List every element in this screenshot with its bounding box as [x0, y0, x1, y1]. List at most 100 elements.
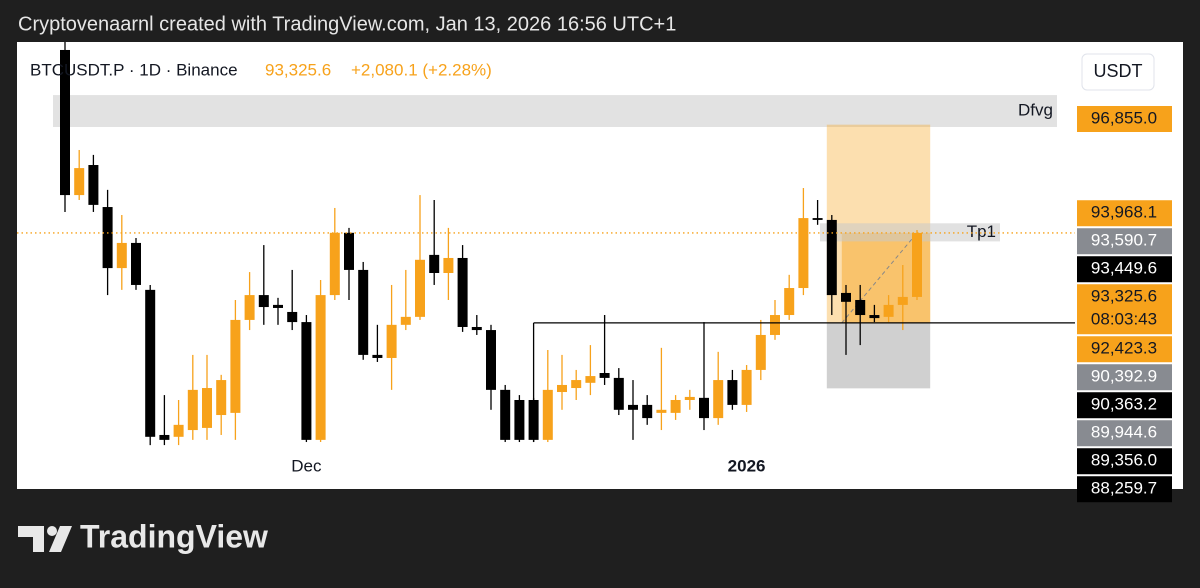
price-tag-label: 89,356.0	[1091, 451, 1157, 470]
fvg-label: Dfvg	[1018, 101, 1053, 120]
price-tag-label: 90,392.9	[1091, 367, 1157, 386]
stop-box	[826, 322, 931, 389]
price-tag-label: 88,259.7	[1091, 479, 1157, 498]
candle-body	[897, 296, 908, 305]
candle-body	[841, 292, 851, 302]
price-tag	[1077, 256, 1172, 283]
candle-body	[798, 218, 809, 289]
symbol: BTCUSDT.P · 1D · Binance	[30, 60, 238, 79]
price-tag	[1077, 448, 1172, 475]
price-tag-label: 89,944.6	[1091, 423, 1157, 442]
price-axis: 96,855.0 93,968.1 93,590.7 93,449.6 93,325.6…	[1077, 106, 1172, 503]
candle-body	[713, 380, 724, 419]
price-tag	[1077, 336, 1172, 363]
logo-dot	[47, 526, 57, 536]
candle-body	[102, 207, 113, 269]
candle-body	[443, 257, 454, 273]
candle-body	[770, 315, 780, 335]
candle-body	[187, 389, 198, 431]
candle-body	[244, 295, 255, 320]
candle-body	[202, 388, 212, 428]
candle-body	[599, 373, 610, 378]
candle-body	[528, 399, 539, 440]
candle-body	[173, 424, 184, 437]
candle-body	[145, 289, 156, 437]
price-tag	[1077, 228, 1172, 255]
price-tag	[1077, 284, 1172, 335]
candle-body	[784, 288, 795, 316]
x-tick-label: Dec	[291, 456, 322, 475]
countdown: 08:03:43	[1091, 310, 1157, 329]
candle-body	[273, 304, 283, 308]
watermark: TradingView	[80, 518, 268, 554]
candle-body	[912, 232, 922, 297]
logo-slash	[49, 526, 72, 552]
candle-body	[883, 304, 894, 317]
candle-body	[315, 295, 326, 440]
candle-body	[741, 369, 752, 405]
candle-body	[216, 380, 227, 416]
candle-body	[344, 232, 354, 270]
candle-body	[60, 49, 70, 196]
price-change: +2,080.1 (+2.28%)	[351, 60, 492, 79]
candle-body	[542, 389, 553, 440]
candle-body	[571, 380, 582, 389]
fvg-zone	[53, 95, 1057, 127]
tp-zone	[820, 223, 1000, 242]
currency-label[interactable]: USDT	[1094, 61, 1143, 81]
price-tag-label: 90,363.2	[1091, 395, 1157, 414]
price-tag	[1077, 106, 1172, 132]
candle-body	[869, 315, 880, 319]
candle-body	[855, 299, 866, 316]
price-tag	[1077, 364, 1172, 391]
candle-body	[386, 324, 397, 358]
price-tag-label: 93,325.6	[1091, 287, 1157, 306]
candle-body	[372, 354, 383, 358]
candle-body	[727, 380, 738, 405]
candle-body	[471, 326, 482, 331]
candle-body	[88, 165, 99, 205]
candle-body	[415, 259, 425, 317]
price-tag-label: 93,968.1	[1091, 203, 1157, 222]
candle-body	[116, 242, 127, 269]
candle-body	[358, 269, 369, 355]
candle-body	[656, 409, 667, 413]
candle-body	[826, 219, 837, 296]
price-tag	[1077, 392, 1172, 419]
candle-body	[258, 295, 269, 308]
candle-body	[557, 384, 567, 393]
candle-body	[684, 396, 695, 400]
price-tag	[1077, 476, 1172, 503]
candle-body	[287, 311, 298, 323]
price-tag-label: 96,855.0	[1091, 108, 1157, 127]
plot-area	[53, 42, 1057, 446]
candle-body	[699, 397, 709, 419]
candle-body	[159, 434, 170, 440]
candle-body	[812, 218, 823, 220]
candle-body	[755, 334, 766, 370]
price-tag-label: 92,423.3	[1091, 339, 1157, 358]
candle-body	[642, 404, 653, 419]
candle-body	[585, 376, 596, 383]
tp-label: Tp1	[967, 222, 996, 241]
price-tag-label: 93,449.6	[1091, 259, 1157, 278]
candle-body	[400, 316, 411, 325]
candle-body	[74, 168, 85, 196]
price-tag	[1077, 200, 1172, 227]
x-tick-label: 2026	[728, 456, 766, 475]
candle-body	[670, 399, 681, 413]
price-tag	[1077, 420, 1172, 447]
logo-bar	[18, 526, 44, 552]
candle-body	[131, 242, 141, 285]
candle-body	[500, 389, 511, 440]
candle-body	[457, 257, 468, 327]
currency-button[interactable]	[1081, 53, 1155, 91]
trade-path	[841, 232, 918, 324]
candle-body	[329, 232, 340, 296]
candle-body	[613, 377, 624, 410]
candle-body	[514, 399, 525, 440]
last-price: 93,325.6	[265, 60, 331, 79]
candle-body	[628, 404, 638, 410]
